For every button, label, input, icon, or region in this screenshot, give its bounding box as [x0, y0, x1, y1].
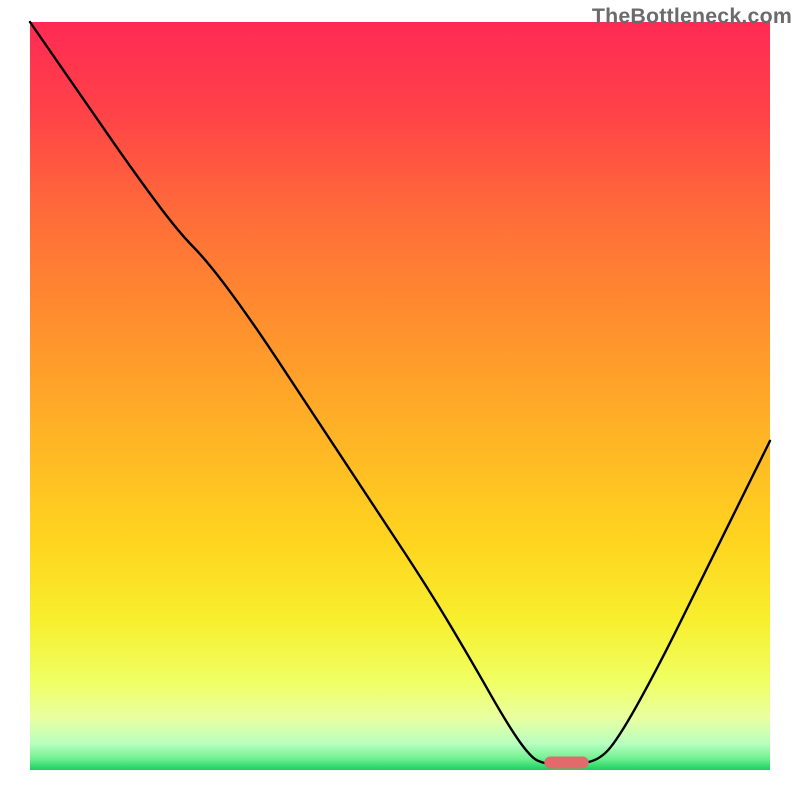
watermark-text: TheBottleneck.com — [592, 4, 792, 29]
plot-svg — [0, 0, 800, 800]
plot-background — [30, 22, 770, 770]
optimal-marker — [544, 757, 588, 769]
bottleneck-chart: TheBottleneck.com — [0, 0, 800, 800]
